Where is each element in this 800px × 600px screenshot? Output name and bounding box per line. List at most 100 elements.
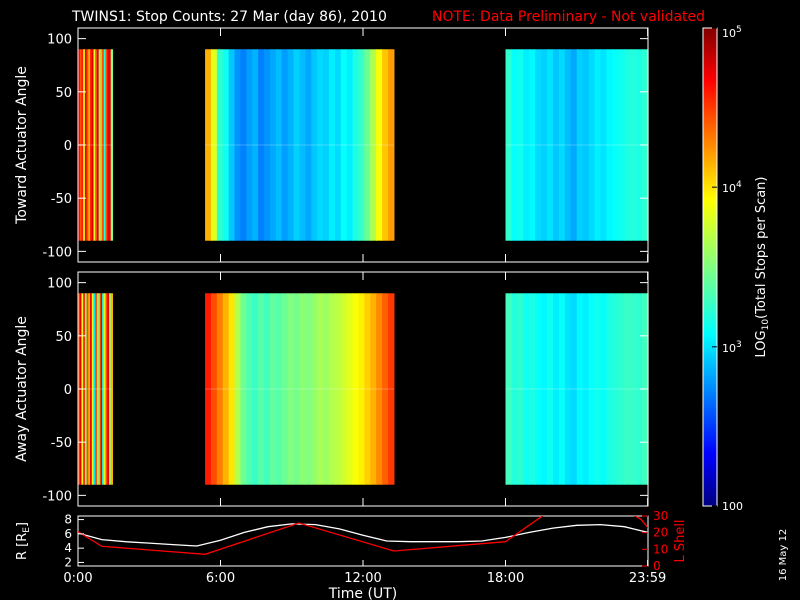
toward-cell [103,49,107,241]
toward-cell [323,49,330,241]
orbit-ytick-label-right: 30 [653,509,668,523]
away-cell [511,293,518,485]
toward-cell [588,49,596,241]
away-cell [88,293,91,485]
orbit-ytick-label-right: 20 [653,526,668,540]
toward-cell [91,49,95,241]
orbit-xtick-label: 18:00 [487,571,524,586]
panel-toward: -100 -50 0 50 100 Toward Actuator Angle [14,27,649,263]
away-cell [210,293,218,485]
toward-cell [535,49,542,241]
away-cell [382,293,389,485]
orbit-xtick-label: 0:00 [63,571,92,586]
colorbar-tick-label: 103 [722,340,742,355]
away-cell [264,293,271,485]
toward-cell [523,49,530,241]
colorbar: 105 104 103 100 LOG10(Total Stops per Scan) [702,25,771,513]
toward-cell [98,49,101,241]
away-cell [618,293,625,485]
chart-title: TWINS1: Stop Counts: 27 Mar (day 86), 20… [71,9,387,25]
toward-cell [570,49,578,241]
orbit-ylabel-left: R [RE] [15,522,32,560]
toward-cell [252,49,259,241]
away-cell [110,293,114,485]
toward-cell [96,49,100,241]
toward-cell [376,49,383,241]
away-cell [93,293,96,485]
away-cell [323,293,330,485]
toward-cell [517,49,524,241]
away-cell [234,293,242,485]
toward-cell [317,49,324,241]
away-cell [547,293,554,485]
away-ytick-label: 100 [47,277,72,292]
toward-cell [88,49,91,241]
toward-cell [205,49,212,241]
toward-cell [600,49,608,241]
toward-cell [107,49,110,241]
toward-cell [334,49,342,241]
lshell-line [633,516,648,529]
away-cell [269,293,277,485]
toward-cell [340,49,348,241]
colorbar-gradient [703,28,717,506]
toward-cell [110,49,114,241]
away-cell [376,293,383,485]
toward-cell [382,49,389,241]
toward-ytick-label: -50 [51,192,72,207]
away-cell [108,293,112,485]
toward-cell [558,49,566,241]
toward-cell [234,49,242,241]
away-cell [505,293,513,485]
toward-cell [299,49,306,241]
away-cell [612,293,619,485]
away-cell [553,293,560,485]
orbit-ytick-label: 8 [64,513,72,527]
away-cell [281,293,289,485]
toward-cell [364,49,371,241]
away-cell [364,293,371,485]
away-cell [258,293,265,485]
orbit-ytick-label-right: 10 [653,542,668,556]
toward-ytick-label: -100 [42,245,72,260]
toward-cell [228,49,236,241]
orbit-ytick-label: 2 [64,555,72,569]
toward-cell [246,49,253,241]
away-cell [529,293,536,485]
orbit-ytick-label: 6 [64,527,72,541]
orbit-xtick-label: 12:00 [344,571,381,586]
colorbar-label: LOG10(Total Stops per Scan) [754,177,771,358]
away-cell [346,293,354,485]
away-ytick-label: -100 [42,489,72,504]
toward-cell [86,49,89,241]
away-cell [95,293,98,485]
away-cell [228,293,236,485]
toward-cell [328,49,336,241]
colorbar-tick-label: 105 [722,25,742,40]
toward-cell [529,49,536,241]
toward-cell [352,49,360,241]
toward-cell [264,49,271,241]
away-ytick-label: -50 [51,436,72,451]
panel-toward-ylabel: Toward Actuator Angle [14,66,30,225]
away-cell [582,293,590,485]
away-cell [588,293,596,485]
away-cell [328,293,336,485]
toward-cell [240,49,247,241]
toward-cell [541,49,548,241]
away-cell [311,293,318,485]
away-cell [564,293,572,485]
toward-cell [216,49,224,241]
toward-cell [612,49,619,241]
away-cell [305,293,312,485]
orbit-xtick-label: 23:59 [629,571,666,586]
toward-cell [90,49,93,241]
away-cell [299,293,306,485]
away-cell [594,293,602,485]
panel-away: -100 -50 0 50 100 Away Actuator Angle [14,271,649,507]
toward-cell [210,49,218,241]
orbit-ylabel-right: L Shell [673,519,688,562]
away-cell [90,293,93,485]
away-cell [275,293,283,485]
away-cell [334,293,342,485]
